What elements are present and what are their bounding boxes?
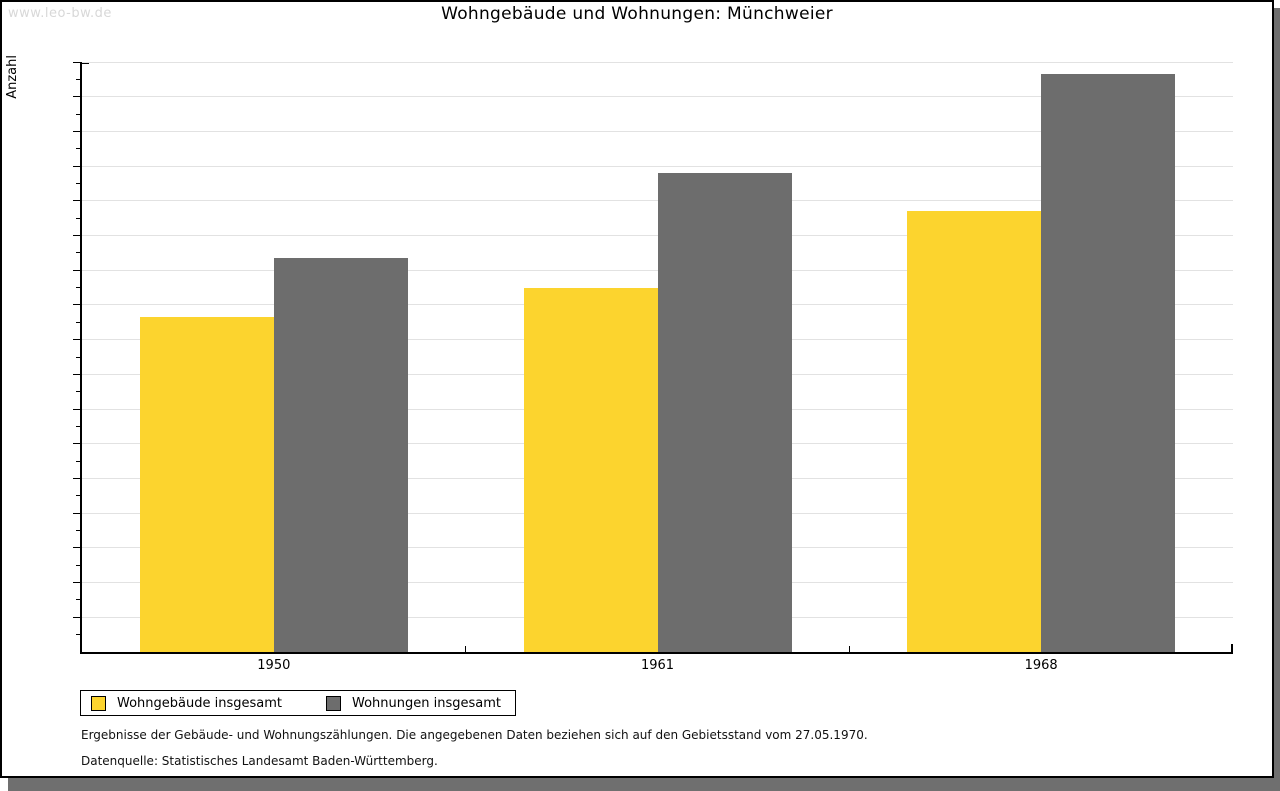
y-minor-tick	[76, 287, 80, 289]
y-major-tick	[73, 477, 80, 479]
y-minor-tick	[76, 148, 80, 150]
bar-wohngebaeude-1961	[523, 287, 658, 652]
y-minor-tick	[76, 599, 80, 601]
bar-wohnungen-1961	[657, 173, 792, 652]
x-category-label: 1968	[1024, 658, 1058, 673]
y-major-tick	[73, 200, 80, 202]
bar-wohnungen-1968	[1041, 74, 1176, 652]
x-category-label: 1950	[257, 658, 291, 673]
y-major-tick	[73, 304, 80, 306]
y-minor-tick	[76, 217, 80, 219]
x-axis-end-tick	[1231, 644, 1233, 652]
y-minor-tick	[76, 78, 80, 80]
gridline	[82, 130, 1233, 132]
chart-title: Wohngebäude und Wohnungen: Münchweier	[441, 4, 833, 24]
legend-swatch-yellow-icon	[91, 695, 106, 711]
y-major-tick	[73, 165, 80, 167]
note-line-2: Datenquelle: Statistisches Landesamt Bad…	[81, 754, 438, 768]
x-boundary-tick	[848, 646, 850, 652]
y-axis-end-tick	[82, 62, 89, 64]
y-minor-tick	[76, 252, 80, 254]
y-major-tick	[73, 547, 80, 549]
y-major-tick	[73, 96, 80, 98]
y-minor-tick	[76, 495, 80, 497]
y-minor-tick	[76, 113, 80, 115]
y-major-tick	[73, 582, 80, 584]
y-minor-tick	[76, 425, 80, 427]
window-shadow-right	[1274, 8, 1280, 791]
y-major-tick	[73, 616, 80, 618]
bar-wohnungen-1950	[273, 258, 408, 652]
legend-item-wohngebaeude: Wohngebäude insgesamt	[91, 695, 282, 711]
window-shadow-bottom	[8, 778, 1280, 791]
y-minor-tick	[76, 391, 80, 393]
x-category-label: 1961	[640, 658, 675, 673]
gridline	[82, 96, 1233, 98]
gridline	[82, 165, 1233, 167]
y-major-tick	[73, 235, 80, 237]
legend-item-wohnungen: Wohnungen insgesamt	[326, 695, 501, 711]
legend-swatch-gray-icon	[326, 695, 341, 711]
legend-label: Wohngebäude insgesamt	[117, 695, 282, 711]
y-minor-tick	[76, 182, 80, 184]
watermark: www.leo-bw.de	[8, 6, 112, 21]
plot-area: 1950 1961 1968	[73, 61, 1233, 673]
legend: Wohngebäude insgesamt Wohnungen insgesam…	[80, 690, 516, 716]
y-major-tick	[73, 269, 80, 271]
note-line-1: Ergebnisse der Gebäude- und Wohnungszähl…	[81, 728, 868, 742]
legend-label: Wohnungen insgesamt	[352, 695, 501, 711]
y-minor-tick	[76, 634, 80, 636]
y-major-tick	[73, 408, 80, 410]
bar-wohngebaeude-1968	[907, 211, 1042, 652]
x-boundary-tick	[465, 646, 467, 652]
y-axis-title: Anzahl	[5, 55, 20, 99]
y-minor-tick	[76, 530, 80, 532]
y-minor-tick	[76, 321, 80, 323]
y-major-tick	[73, 443, 80, 445]
y-minor-tick	[76, 356, 80, 358]
y-major-tick	[73, 373, 80, 375]
y-major-tick	[73, 61, 80, 63]
bar-wohngebaeude-1950	[139, 317, 274, 652]
y-minor-tick	[76, 460, 80, 462]
gridline	[82, 61, 1233, 63]
chart-window: www.leo-bw.de Wohngebäude und Wohnungen:…	[0, 0, 1274, 778]
y-major-tick	[73, 339, 80, 341]
y-major-tick	[73, 512, 80, 514]
y-minor-tick	[76, 564, 80, 566]
y-major-tick	[73, 130, 80, 132]
